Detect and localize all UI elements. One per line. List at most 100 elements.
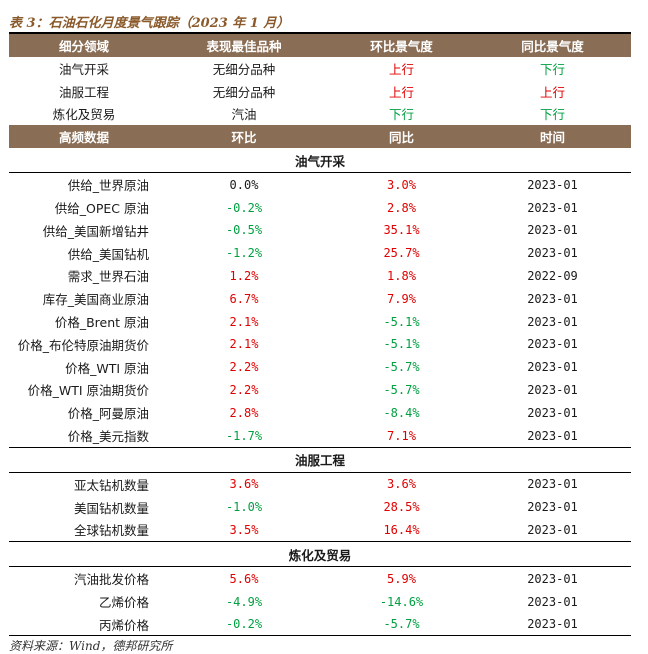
indicator-label: 价格_阿曼原油 [67,406,149,422]
mom-value: 2.1% [229,337,259,352]
section-row: 油气开采 [9,148,631,174]
indicator-label: 供给_美国新增钻井 [42,223,149,239]
header-cell: 时间 [474,125,631,149]
top-rule [9,32,631,34]
indicator-label: 美国钻机数量 [73,500,149,516]
data-row: 库存_美国商业原油 6.7% 7.9% 2023-01 [9,287,631,310]
header-cell: 细分领域 [9,34,159,57]
indicator-label: 需求_世界石油 [67,269,149,285]
indicator-label: 全球钻机数量 [73,523,149,539]
indicator-label: 丙烯价格 [98,617,149,633]
indicator-label: 价格_Brent 原油 [54,315,149,331]
section-title: 油服工程 [9,446,631,473]
data-row: 美国钻机数量 -1.0% 28.5% 2023-01 [9,496,631,519]
yoy-trend-cell: 下行 [539,61,565,77]
best-variety-cell: 汽油 [231,107,257,123]
date-value: 2023-01 [527,223,578,238]
data-row: 价格_阿曼原油 2.8% -8.4% 2023-01 [9,401,631,424]
section-row: 油服工程 [9,446,631,473]
date-value: 2023-01 [527,314,578,329]
data-row: 价格_美元指数 -1.7% 7.1% 2023-01 [9,424,631,447]
date-value: 2023-01 [527,382,578,397]
best-variety-cell: 无细分品种 [212,84,276,100]
sentiment-table: 细分领域 表现最佳品种 环比景气度 同比景气度 油气开采 无细分品种 上行 下行 油服工程 无细分… [9,34,631,636]
bottom-rule [9,635,631,636]
mom-value: 2.2% [229,360,259,375]
mom-value: 3.6% [229,477,259,492]
indicator-label: 乙烯价格 [98,595,149,611]
yoy-value: -5.7% [383,382,420,397]
header-cell: 表现最佳品种 [159,34,329,57]
table-title: 表 3：石油石化月度景气跟踪（2023 年 1 月） [9,16,290,31]
yoy-value: 16.4% [383,522,420,537]
mom-value: -0.2% [225,200,263,215]
mom-value: -0.5% [225,223,263,238]
yoy-value: 25.7% [383,246,420,261]
section-row: 炼化及贸易 [9,541,631,568]
mom-value: -1.2% [225,246,263,261]
yoy-value: -5.1% [383,314,420,329]
yoy-value: -5.7% [383,617,420,632]
mom-value: -0.2% [225,617,263,632]
indicator-label: 价格_WTI 原油期货价 [27,383,149,399]
indicator-label: 供给_世界原油 [67,178,149,194]
best-variety-cell: 无细分品种 [212,61,276,77]
yoy-trend-cell: 下行 [539,107,565,123]
yoy-value: -8.4% [383,405,420,420]
indicator-label: 价格_WTI 原油 [65,360,149,376]
mom-value: 2.2% [229,382,259,397]
data-row: 供给_世界原油 0.0% 3.0% 2023-01 [9,173,631,196]
data-row: 价格_Brent 原油 2.1% -5.1% 2023-01 [9,310,631,333]
yoy-value: 5.9% [387,571,416,586]
summary-header-row: 细分领域 表现最佳品种 环比景气度 同比景气度 [9,34,631,57]
date-value: 2023-01 [527,500,578,515]
data-row: 亚太钻机数量 3.6% 3.6% 2023-01 [9,472,631,495]
yoy-value: 7.9% [387,291,416,306]
date-value: 2023-01 [527,200,578,215]
source-note: 资料来源：Wind，德邦研究所 [9,639,173,653]
yoy-value: 2.8% [387,200,416,215]
date-value: 2023-01 [527,405,578,420]
mom-value: 2.8% [229,405,259,420]
yoy-value: 7.1% [387,428,416,443]
mom-value: 2.1% [229,314,259,329]
data-row: 供给_OPEC 原油 -0.2% 2.8% 2023-01 [9,196,631,219]
indicator-label: 供给_OPEC 原油 [54,201,149,217]
field-cell: 油气开采 [58,61,109,77]
data-row: 丙烯价格 -0.2% -5.7% 2023-01 [9,613,631,636]
header-cell: 高频数据 [9,125,159,149]
header-cell: 同比景气度 [474,34,631,57]
date-value: 2023-01 [527,291,578,306]
mom-value: 0.0% [229,177,259,192]
date-value: 2022-09 [527,268,578,283]
date-value: 2023-01 [527,360,578,375]
yoy-value: -5.1% [383,337,420,352]
yoy-trend-cell: 上行 [539,84,565,100]
mom-value: 5.6% [229,571,259,586]
indicator-label: 供给_美国钻机 [67,246,149,262]
field-cell: 炼化及贸易 [52,107,116,123]
field-cell: 油服工程 [58,84,109,100]
section-title: 炼化及贸易 [9,541,631,568]
mom-trend-cell: 上行 [388,84,414,100]
yoy-value: -14.6% [379,594,424,609]
data-row: 价格_WTI 原油期货价 2.2% -5.7% 2023-01 [9,379,631,402]
date-value: 2023-01 [527,522,578,537]
date-value: 2023-01 [527,477,578,492]
date-value: 2023-01 [527,177,578,192]
data-row: 乙烯价格 -4.9% -14.6% 2023-01 [9,590,631,613]
date-value: 2023-01 [527,571,578,586]
data-row: 价格_布伦特原油期货价 2.1% -5.1% 2023-01 [9,333,631,356]
yoy-value: 1.8% [387,268,416,283]
data-row: 全球钻机数量 3.5% 16.4% 2023-01 [9,519,631,542]
summary-row: 油气开采 无细分品种 上行 下行 [9,57,631,80]
mom-value: -4.9% [225,594,263,609]
indicator-label: 亚太钻机数量 [73,477,149,493]
mom-value: 6.7% [229,291,259,306]
header-cell: 环比景气度 [329,34,474,57]
summary-row: 炼化及贸易 汽油 下行 下行 [9,103,631,126]
indicator-label: 库存_美国商业原油 [42,292,149,308]
header-cell: 同比 [329,125,474,149]
yoy-value: 28.5% [383,500,420,515]
data-row: 供给_美国钻机 -1.2% 25.7% 2023-01 [9,242,631,265]
